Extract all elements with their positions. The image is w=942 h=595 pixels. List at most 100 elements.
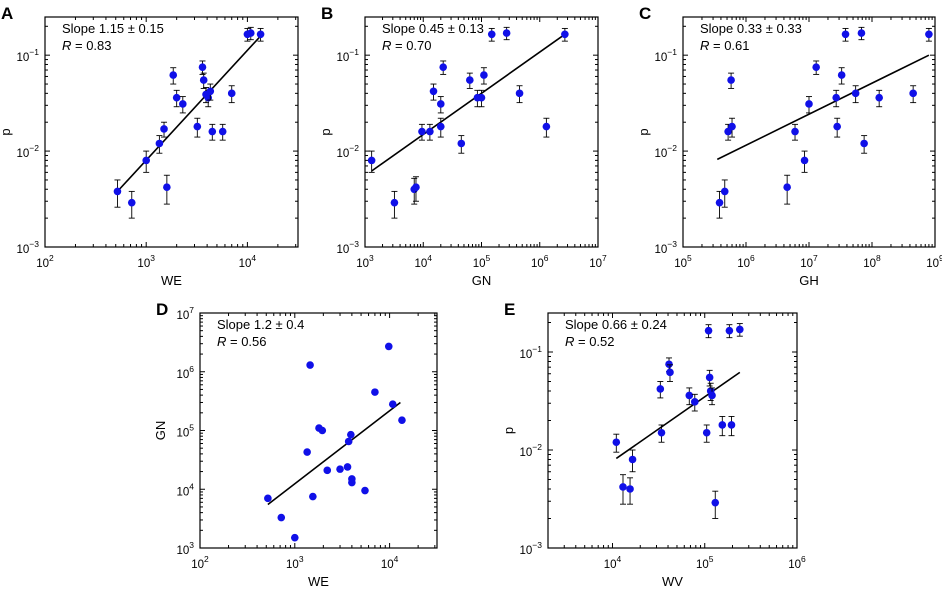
x-tick-label: 107 <box>589 253 607 270</box>
x-tick-label: 105 <box>473 253 491 270</box>
data-point <box>347 430 355 439</box>
y-tick-label-exp: −1 <box>532 344 542 354</box>
y-tick-label-base: 10 <box>17 148 30 160</box>
x-tick-label-base: 10 <box>926 258 939 270</box>
marker <box>179 100 187 108</box>
plot-frame <box>199 312 438 549</box>
x-tick-label: 103 <box>356 253 374 270</box>
data-point <box>841 27 850 42</box>
y-tick-label-base: 10 <box>520 545 533 557</box>
marker <box>800 156 809 165</box>
x-tick-label-exp: 7 <box>602 253 607 263</box>
data-point <box>179 96 187 114</box>
r-symbol: R <box>565 334 574 349</box>
x-axis-label: WV <box>662 574 683 589</box>
x-tick-label-base: 10 <box>239 258 252 270</box>
y-tick-label: 10−3 <box>520 540 543 557</box>
data-point <box>791 123 799 141</box>
marker <box>805 100 813 108</box>
marker <box>418 127 426 136</box>
data-point <box>336 465 344 473</box>
y-tick-label: 104 <box>176 481 194 498</box>
plot-frame <box>682 16 936 248</box>
y-tick-label: 107 <box>176 305 194 322</box>
r-symbol: R <box>700 38 709 53</box>
marker <box>206 87 215 96</box>
marker <box>309 492 317 501</box>
y-tick-label: 10−1 <box>520 344 543 361</box>
x-axis-label: GN <box>472 273 492 288</box>
data-point <box>163 174 171 205</box>
y-tick-label-exp: −1 <box>349 47 359 57</box>
marker <box>725 326 734 335</box>
data-point <box>657 424 666 443</box>
slope-annotation: Slope 0.45 ± 0.13 <box>382 21 484 36</box>
marker <box>344 437 353 446</box>
marker <box>542 122 551 131</box>
data-point <box>480 67 488 85</box>
marker <box>367 156 376 165</box>
data-point <box>833 117 841 138</box>
marker <box>837 71 846 79</box>
r-value: = 0.61 <box>709 38 749 53</box>
marker <box>812 63 820 71</box>
r-value: = 0.52 <box>574 334 614 349</box>
y-tick-label: 106 <box>176 364 194 381</box>
x-tick-label-base: 10 <box>137 258 150 270</box>
x-tick-label-exp: 7 <box>813 253 818 263</box>
marker <box>466 76 474 84</box>
marker <box>851 89 860 98</box>
marker <box>480 71 488 79</box>
r-value: = 0.56 <box>226 334 266 349</box>
slope-annotation: Slope 1.15 ± 0.15 <box>62 21 164 36</box>
x-tick-label-base: 10 <box>737 258 750 270</box>
x-tick-label-base: 10 <box>696 559 709 571</box>
data-point <box>628 449 637 473</box>
y-tick-label-exp: −3 <box>532 540 542 550</box>
x-tick-label-exp: 2 <box>204 554 209 564</box>
marker <box>832 93 840 102</box>
x-tick-label-exp: 5 <box>687 253 692 263</box>
data-point <box>436 96 445 114</box>
marker <box>142 156 150 165</box>
y-tick-label-exp: −2 <box>29 143 39 153</box>
data-point <box>718 415 727 437</box>
data-point <box>812 60 820 75</box>
marker <box>502 29 511 37</box>
x-axis-label: GH <box>799 273 819 288</box>
marker <box>783 183 791 192</box>
data-point <box>736 323 744 337</box>
marker <box>347 430 355 439</box>
x-tick-label-exp: 5 <box>486 253 491 263</box>
x-tick-label-exp: 6 <box>544 253 549 263</box>
marker <box>857 29 866 37</box>
data-point <box>348 478 356 487</box>
marker <box>728 122 736 131</box>
x-tick-label-exp: 4 <box>427 253 432 263</box>
r-annotation: R = 0.56 <box>217 334 267 349</box>
data-point <box>410 177 419 205</box>
marker <box>860 139 868 148</box>
data-point <box>277 513 286 522</box>
marker <box>323 466 332 475</box>
x-tick-label-base: 10 <box>863 258 876 270</box>
marker <box>318 426 327 435</box>
marker <box>736 325 744 334</box>
panel-label: E <box>504 300 515 319</box>
x-tick-label: 106 <box>788 554 806 571</box>
data-point <box>127 190 136 219</box>
y-tick-label-base: 10 <box>520 447 533 459</box>
data-point <box>805 96 813 114</box>
data-point <box>502 26 511 41</box>
fit-line <box>615 371 741 460</box>
data-point <box>728 117 736 138</box>
x-tick-label: 108 <box>863 253 881 270</box>
x-tick-label: 105 <box>696 554 714 571</box>
x-tick-label-base: 10 <box>286 559 299 571</box>
y-tick-label-exp: 5 <box>189 423 194 433</box>
data-point <box>466 72 474 89</box>
marker <box>833 122 841 131</box>
x-tick-label: 104 <box>381 554 399 571</box>
marker <box>227 89 236 98</box>
